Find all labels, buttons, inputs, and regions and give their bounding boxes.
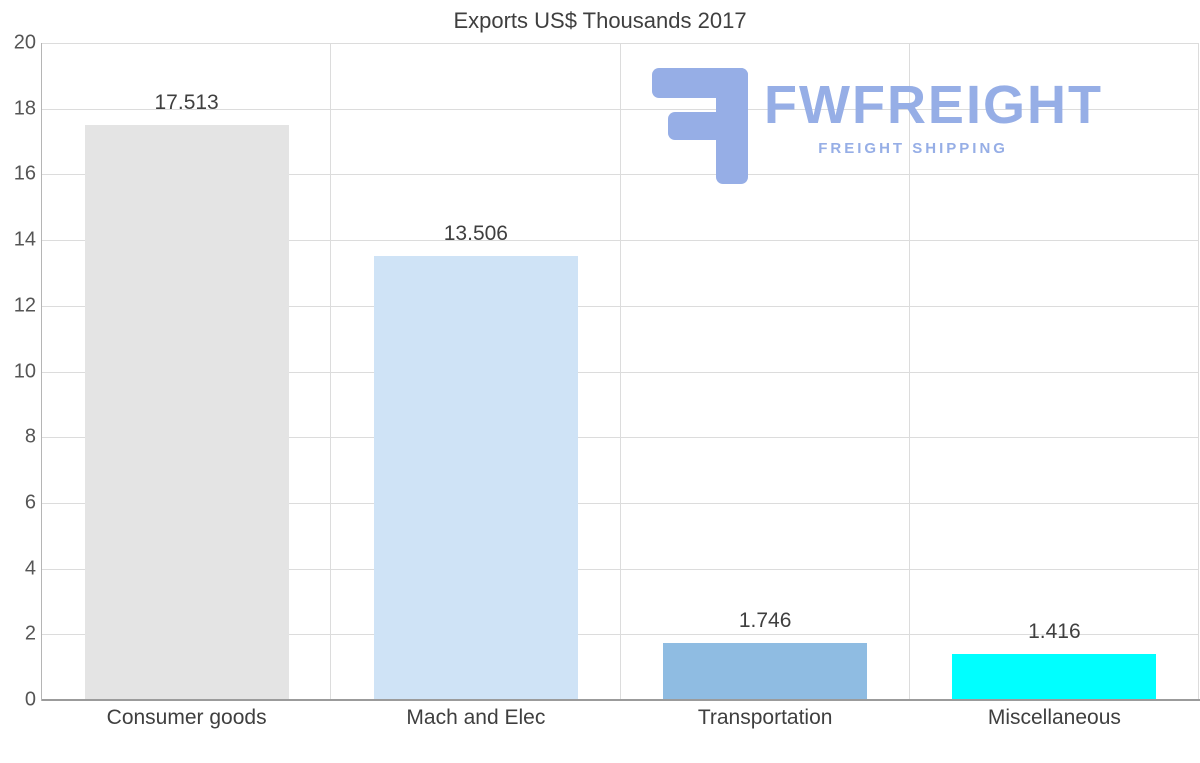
y-tick-label: 2 [24,622,36,645]
y-tick-label: 12 [13,294,36,317]
fwfreight-logo-tagline: FREIGHT SHIPPING [818,140,1008,157]
bar-value-label: 13.506 [443,222,508,246]
bar-value-label: 17.513 [154,90,219,114]
x-category-label: Mach and Elec [406,706,546,729]
y-tick-label: 20 [13,31,36,54]
x-category-label: Miscellaneous [987,706,1121,729]
bar-consumer-goods [84,124,289,700]
bar-transportation [663,642,868,700]
x-axis-labels: Consumer goods Mach and Elec Transportatio… [42,706,1199,746]
bar-miscellaneous [952,653,1157,700]
bar-mach-and-elec [373,256,578,700]
fwfreight-logo-textblock: FWFREIGHT FREIGHT SHIPPING [764,78,1103,157]
v-gridline [330,43,331,700]
fwfreight-logo-icon [652,68,748,184]
y-axis-labels: 0 2 4 6 8 10 12 14 16 18 20 [0,32,36,711]
fwfreight-logo: FWFREIGHT FREIGHT SHIPPING [650,66,1103,186]
y-tick-label: 18 [13,97,36,120]
v-gridline [620,43,621,700]
chart-title: Exports US$ Thousands 2017 [453,8,747,33]
bar-value-label: 1.416 [1028,619,1081,643]
y-tick-label: 10 [13,360,36,382]
v-gridline [1198,43,1199,700]
fwfreight-logo-text: FWFREIGHT [764,75,1103,135]
x-category-label: Transportation [697,706,833,729]
x-axis-line [42,699,1200,701]
y-tick-label: 0 [24,688,36,711]
y-tick-label: 14 [13,228,36,251]
y-tick-label: 8 [24,425,36,448]
y-axis-line [41,43,42,701]
y-tick-label: 16 [13,162,36,185]
plot-area: 17.513 13.506 1.746 1.416 [42,43,1199,700]
y-tick-label: 4 [24,557,36,580]
v-gridline [909,43,910,700]
bar-value-label: 1.746 [738,608,792,632]
y-tick-label: 6 [24,491,36,514]
x-category-label: Consumer goods [106,706,267,729]
